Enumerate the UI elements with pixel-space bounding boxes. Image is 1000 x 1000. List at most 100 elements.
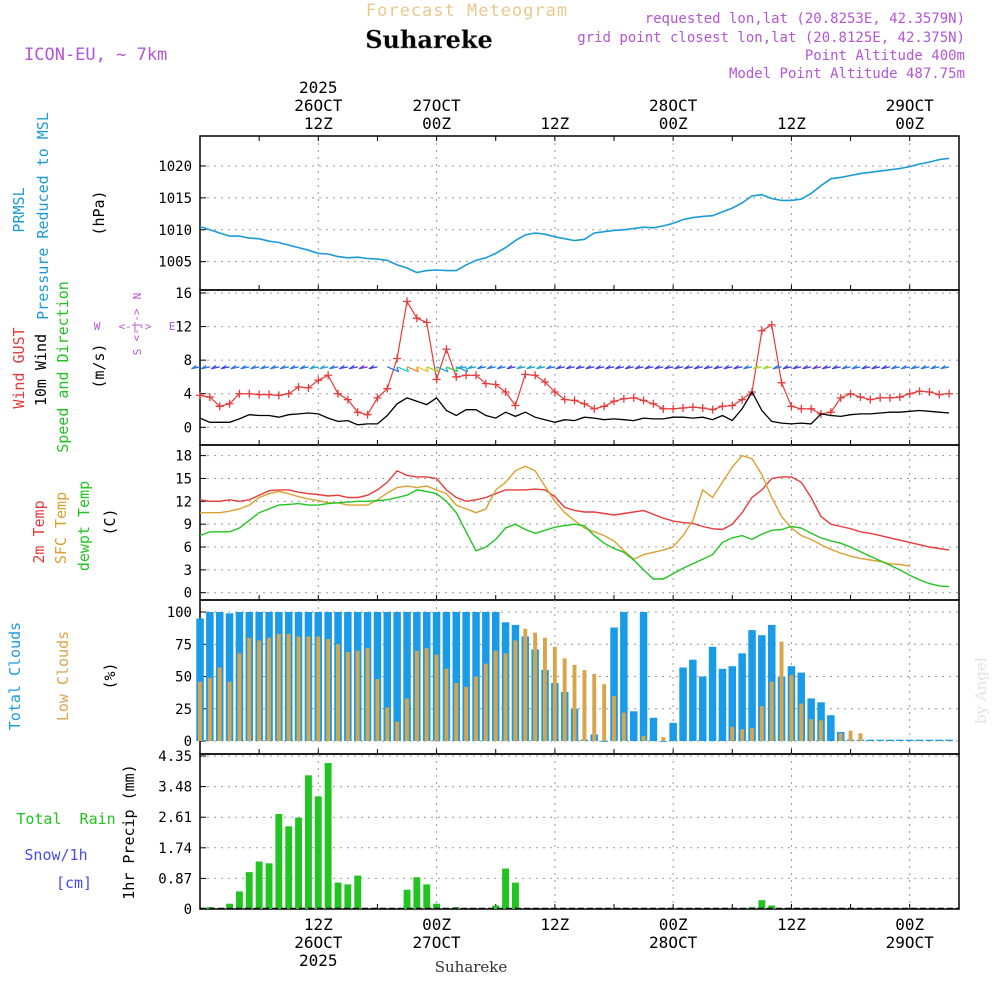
time-label-top: 12Z <box>777 114 806 133</box>
y-tick-label: 8 <box>184 353 192 369</box>
gust-point <box>600 402 609 411</box>
y-tick-label: 1020 <box>158 159 192 175</box>
y-tick-label: 16 <box>175 286 192 302</box>
y-tick-label: 1.74 <box>158 841 192 857</box>
gust-point <box>659 404 668 413</box>
wind-arrow-head <box>743 365 749 370</box>
rain-bar <box>324 763 332 909</box>
time-label-top: 00Z <box>895 114 924 133</box>
wind-arrow-head <box>220 365 227 370</box>
low-cloud-bar <box>444 668 449 741</box>
wind-arrow-head <box>477 365 483 370</box>
gust-point <box>846 389 855 398</box>
gust-point <box>580 399 589 408</box>
low-cloud-bar <box>257 640 262 741</box>
time-label-bottom: 28OCT <box>649 933 698 952</box>
low-cloud-bar <box>809 719 814 741</box>
gust-point <box>255 390 264 399</box>
low-cloud-bar <box>237 653 242 741</box>
time-label-top: 12Z <box>304 114 333 133</box>
rain-bar <box>265 863 273 909</box>
gust-point <box>807 404 816 413</box>
wind-arrow-head <box>516 365 523 370</box>
low-cloud-bar <box>503 653 508 741</box>
gust-point <box>915 387 924 396</box>
gust-point <box>925 388 934 397</box>
y-tick-label: 3 <box>184 563 192 579</box>
wind-arrow-head <box>693 365 700 370</box>
gust-point <box>422 318 431 327</box>
wind-arrow <box>416 366 429 373</box>
wind-arrow-head <box>841 365 848 370</box>
rain-bar <box>255 861 263 909</box>
low-cloud-bar <box>592 673 597 741</box>
low-cloud-bar <box>336 644 340 742</box>
temp-labels: 2m Temp SFC Temp dewpt Temp (C) <box>30 481 119 571</box>
panel-1-grid: 0 4 8 12 16 <box>175 286 959 445</box>
rain-bar <box>236 891 243 909</box>
point-altitude: Point Altitude 400m <box>805 48 965 64</box>
gust-point <box>550 388 559 397</box>
wind-arrow-head <box>279 365 286 370</box>
total-cloud-bar <box>452 612 460 741</box>
time-label-top: 29OCT <box>886 96 935 115</box>
gust-point <box>373 393 382 402</box>
y-tick-label: 18 <box>175 449 192 465</box>
low-cloud-bar <box>385 707 390 741</box>
wind-arrow-head <box>270 365 276 370</box>
low-cloud-bar <box>513 640 518 741</box>
low-cloud-bar <box>414 650 419 741</box>
gust-point <box>905 389 914 398</box>
wind-arrow-head <box>605 365 611 370</box>
total-cloud-bar <box>748 630 756 741</box>
compass-rose: N S W E <-|-> <-|-> <box>94 293 176 356</box>
y-tick-label: 9 <box>184 517 192 533</box>
gust-point <box>353 408 362 417</box>
wind-arrow-head <box>339 365 345 370</box>
wind-arrow-head <box>861 365 868 370</box>
panel-2-grid: 0 3 6 9 12 15 18 <box>175 445 959 602</box>
wind-arrow-head <box>644 365 651 370</box>
y-tick-label: 0 <box>184 734 192 750</box>
total-cloud-bar <box>728 666 736 741</box>
wind-arrow-head <box>664 365 670 370</box>
low-cloud-bar <box>227 681 232 741</box>
low-cloud-bar <box>355 650 360 741</box>
gust-point <box>560 395 569 404</box>
rain-bar <box>344 884 352 909</box>
total-cloud-bar <box>679 667 687 741</box>
low-cloud-bar <box>207 677 212 741</box>
model-name: ICON-EU, ~ 7km <box>24 45 167 65</box>
y-tick-label: 0 <box>184 902 192 918</box>
wind-arrow <box>456 366 468 373</box>
gust-point <box>314 376 323 385</box>
rain-bar <box>285 826 293 909</box>
rain-bar <box>226 903 233 909</box>
pressure-labels: PRMSL Pressure Reduced to MSL (hPa) <box>10 112 108 320</box>
time-label-top: 12Z <box>540 114 569 133</box>
low-cloud-bar <box>296 636 301 741</box>
time-label-bottom: 27OCT <box>412 933 461 952</box>
y-tick-label: 0 <box>184 586 192 602</box>
low-cloud-bar <box>641 735 646 741</box>
low-cloud-bar <box>799 703 804 741</box>
wind-arrow-head <box>900 365 907 370</box>
gust-markers <box>196 297 954 419</box>
gust-point <box>501 388 510 397</box>
wind-arrow-head <box>526 365 532 370</box>
wind-arrow-head <box>871 365 877 370</box>
precip-labels: Total Rain Snow/1h [cm] 1hr Precip (mm) <box>16 764 138 899</box>
total-cloud-bar <box>708 646 717 741</box>
wind-arrow-head <box>467 365 473 370</box>
wind-arrow-head <box>457 365 463 370</box>
low-cloud-bar <box>562 658 567 741</box>
low-cloud-bar <box>326 639 331 741</box>
gust-point <box>511 401 520 410</box>
wind-arrow-head <box>762 365 769 370</box>
low-cloud-bar <box>247 637 252 741</box>
wind-arrow-head <box>319 365 325 370</box>
time-label-bottom: 26OCT <box>294 933 343 952</box>
low-cloud-bars <box>198 628 863 742</box>
total-cloud-bar <box>196 618 204 741</box>
wind-arrow-head <box>575 365 582 370</box>
